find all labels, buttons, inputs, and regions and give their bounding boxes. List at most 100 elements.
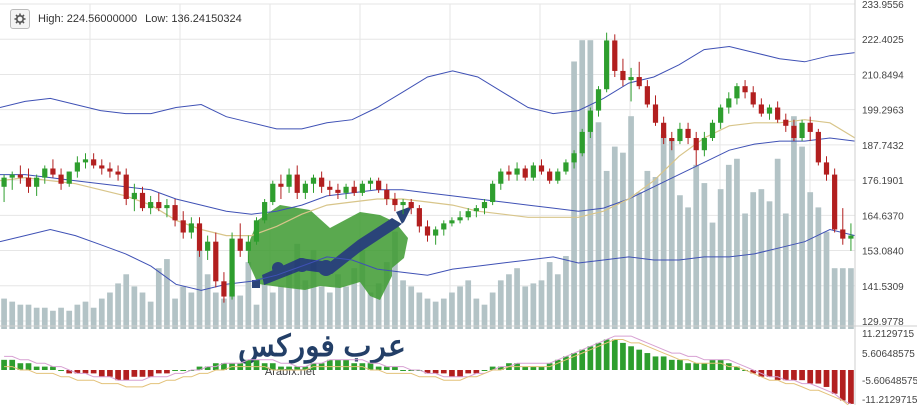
volume-bar [82, 301, 89, 329]
macd-histogram-bar [465, 370, 472, 374]
macd-histogram-bar [164, 370, 170, 374]
volume-bar [359, 249, 366, 329]
candle-up [441, 223, 447, 230]
macd-tick-label: 5.60648575 [862, 349, 915, 360]
volume-bar [1, 298, 7, 329]
macd-histogram-bar [172, 370, 178, 371]
volume-bar [807, 192, 814, 329]
volume-bar [58, 307, 64, 329]
y-tick-label: 153.0840 [862, 247, 904, 258]
candle-up [579, 131, 585, 154]
volume-bar [668, 140, 675, 329]
candle-down [107, 168, 113, 172]
candle-up [481, 202, 488, 209]
candle-down [392, 198, 398, 206]
candle-up [367, 180, 374, 184]
macd-histogram-bar [791, 370, 797, 381]
candle-down [172, 205, 178, 221]
volume-bar [538, 280, 545, 329]
macd-histogram-bar [343, 359, 349, 370]
macd-histogram-bar [74, 370, 81, 374]
candle-up [465, 211, 471, 218]
macd-histogram-bar [440, 370, 447, 374]
candle-down [156, 202, 162, 209]
candle-down [99, 165, 105, 169]
candle-up [530, 165, 536, 178]
candle-up [734, 86, 740, 99]
macd-histogram-bar [90, 370, 97, 374]
macd-histogram-bar [245, 359, 252, 370]
volume-bar [554, 274, 561, 329]
volume-bar [245, 262, 252, 329]
macd-histogram-bar [587, 346, 594, 370]
macd-histogram-bar [652, 356, 659, 370]
macd-histogram-bar [603, 339, 610, 370]
candle-down [335, 189, 341, 193]
high-label: High: 224.56000000 [38, 13, 138, 25]
candle-down [652, 104, 659, 123]
volume-bar [839, 268, 846, 329]
candle-down [612, 40, 618, 71]
macd-histogram-bar [734, 366, 740, 370]
candle-down [547, 171, 553, 181]
candle-down [685, 128, 691, 139]
volume-bar [237, 295, 244, 329]
macd-histogram-bar [155, 370, 162, 374]
volume-bar [506, 274, 512, 329]
macd-histogram-bar [147, 370, 154, 377]
candle-down [758, 104, 764, 114]
watermark: عرب فوركس Arabfx.net [238, 205, 412, 378]
macd-histogram-bar [41, 366, 48, 370]
macd-histogram-bar [335, 359, 341, 370]
candle-up [9, 174, 15, 178]
macd-histogram-bar [107, 370, 113, 377]
volume-bar [416, 292, 423, 329]
candle-down [840, 229, 846, 239]
volume-bar [115, 283, 121, 329]
macd-histogram-bar [25, 363, 32, 370]
macd-histogram-bar [677, 359, 683, 370]
volume-bar [449, 292, 455, 329]
macd-histogram-bar [375, 366, 382, 370]
volume-bar [848, 268, 854, 329]
candle-up [701, 138, 707, 151]
candle-up [449, 220, 455, 224]
volume-bar [831, 268, 838, 329]
volume-bar [172, 298, 178, 329]
macd-histogram-bar [392, 366, 398, 370]
volume-bar [489, 292, 496, 329]
volume-bar [424, 298, 431, 329]
macd-line [4, 339, 852, 408]
volume-bar [758, 189, 765, 329]
volume-bar [457, 286, 463, 329]
volume-bar [66, 310, 73, 329]
macd-histogram-bar [807, 370, 814, 384]
y-tick-label: 210.8494 [862, 70, 904, 81]
volume-bar [587, 40, 594, 329]
candle-up [457, 217, 463, 221]
volume-bar [269, 292, 276, 329]
macd-histogram-bar [717, 359, 724, 370]
macd-histogram-bar [554, 359, 561, 370]
volume-bar [367, 292, 374, 329]
y-tick-label: 176.1901 [862, 176, 904, 187]
macd-histogram-bar [701, 363, 708, 370]
volume-bar [155, 268, 162, 329]
candle-down [91, 159, 97, 166]
macd-histogram-bar [9, 359, 16, 370]
candle-up [205, 241, 211, 251]
low-label: Low: 136.24150324 [145, 13, 242, 25]
volume-bar [33, 307, 40, 329]
volume-bar [74, 304, 81, 329]
macd-histogram-bar [660, 356, 667, 370]
volume-bar [147, 301, 154, 329]
macd-histogram-bar [497, 366, 504, 370]
volume-bar [343, 286, 349, 329]
macd-histogram-bar [286, 366, 292, 370]
candle-down [17, 174, 23, 178]
candle-down [669, 138, 675, 142]
candle-down [742, 86, 748, 93]
candle-down [221, 281, 227, 297]
volume-bar [278, 286, 284, 329]
settings-button[interactable] [10, 9, 30, 29]
